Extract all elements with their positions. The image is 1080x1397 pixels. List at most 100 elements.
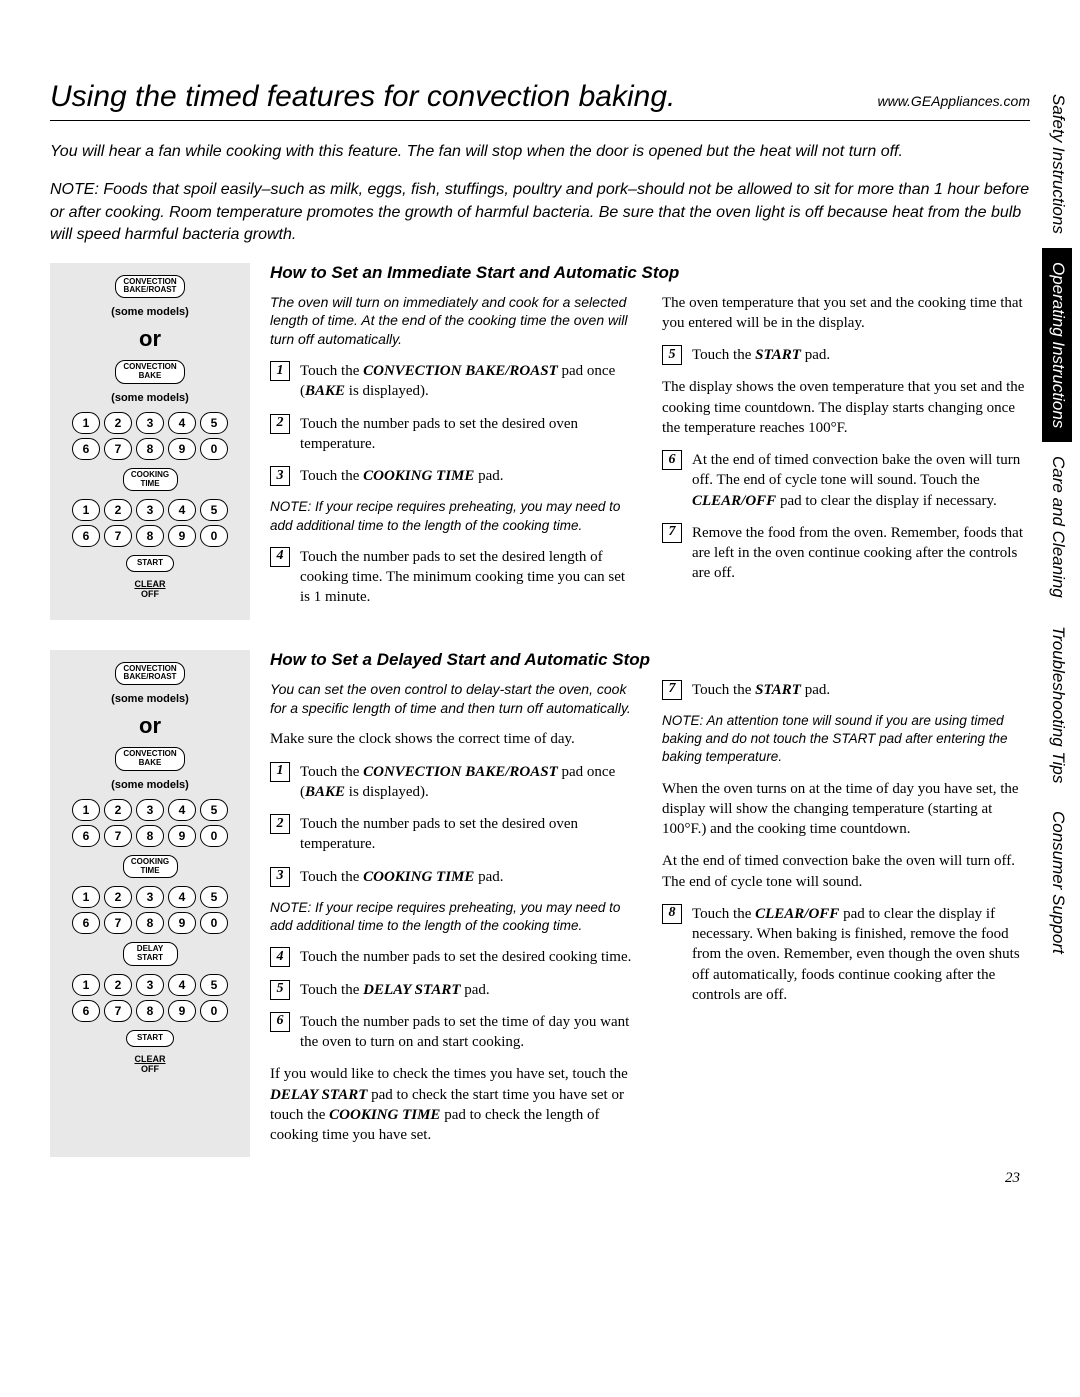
numkey: 5 bbox=[200, 799, 228, 821]
step-text: Touch the START pad. bbox=[692, 680, 1030, 700]
numkey: 6 bbox=[72, 825, 100, 847]
section2-lead: You can set the oven control to delay-st… bbox=[270, 680, 638, 718]
tab-safety[interactable]: Safety Instructions bbox=[1042, 80, 1072, 248]
section-immediate-start: CONVECTION BAKE/ROAST (some models) or C… bbox=[50, 263, 1030, 620]
numkey: 9 bbox=[168, 1000, 196, 1022]
numkey: 1 bbox=[72, 974, 100, 996]
numpad: 1 2 3 4 5 6 7 8 9 0 bbox=[72, 412, 228, 460]
numkey: 0 bbox=[200, 438, 228, 460]
numkey: 3 bbox=[136, 499, 164, 521]
numkey: 9 bbox=[168, 825, 196, 847]
para: When the oven turns on at the time of da… bbox=[662, 779, 1030, 840]
control-panel-2: CONVECTION BAKE/ROAST (some models) or C… bbox=[50, 650, 250, 1158]
numkey: 6 bbox=[72, 912, 100, 934]
step-number: 2 bbox=[270, 414, 290, 434]
step-text: Touch the CONVECTION BAKE/ROAST pad once… bbox=[300, 762, 638, 803]
numkey: 4 bbox=[168, 974, 196, 996]
para: At the end of timed convection bake the … bbox=[662, 851, 1030, 892]
numkey: 7 bbox=[104, 912, 132, 934]
note: NOTE: If your recipe requires preheating… bbox=[270, 498, 638, 534]
numkey: 1 bbox=[72, 412, 100, 434]
tab-care[interactable]: Care and Cleaning bbox=[1042, 442, 1072, 612]
numkey: 6 bbox=[72, 525, 100, 547]
numkey: 5 bbox=[200, 974, 228, 996]
tab-troubleshooting[interactable]: Troubleshooting Tips bbox=[1042, 612, 1072, 797]
some-models-label: (some models) bbox=[111, 306, 189, 318]
manual-page: Using the timed features for convection … bbox=[0, 0, 1080, 1227]
convection-bake-button: CONVECTION BAKE bbox=[115, 747, 185, 771]
numpad: 1 2 3 4 5 6 7 8 9 0 bbox=[72, 886, 228, 934]
step-text: Remove the food from the oven. Remember,… bbox=[692, 523, 1030, 584]
numkey: 8 bbox=[136, 912, 164, 934]
numkey: 3 bbox=[136, 886, 164, 908]
para: If you would like to check the times you… bbox=[270, 1064, 638, 1145]
numkey: 2 bbox=[104, 799, 132, 821]
some-models-label: (some models) bbox=[111, 779, 189, 791]
page-number: 23 bbox=[1005, 1170, 1020, 1187]
control-panel-1: CONVECTION BAKE/ROAST (some models) or C… bbox=[50, 263, 250, 620]
numkey: 5 bbox=[200, 886, 228, 908]
step-text: Touch the CLEAR/OFF pad to clear the dis… bbox=[692, 904, 1030, 1005]
tab-operating[interactable]: Operating Instructions bbox=[1042, 248, 1072, 442]
numkey: 7 bbox=[104, 525, 132, 547]
section1-right-col: The oven temperature that you set and th… bbox=[662, 293, 1030, 620]
numkey: 3 bbox=[136, 412, 164, 434]
step-text: Touch the number pads to set the time of… bbox=[300, 1012, 638, 1053]
para: Make sure the clock shows the correct ti… bbox=[270, 729, 638, 749]
numkey: 8 bbox=[136, 525, 164, 547]
numkey: 4 bbox=[168, 412, 196, 434]
or-label: or bbox=[139, 326, 161, 352]
step-text: Touch the START pad. bbox=[692, 345, 1030, 365]
delay-start-button: DELAY START bbox=[123, 942, 178, 966]
numkey: 3 bbox=[136, 799, 164, 821]
numkey: 4 bbox=[168, 799, 196, 821]
clear-off-button: CLEAR OFF bbox=[135, 1055, 166, 1075]
some-models-label: (some models) bbox=[111, 693, 189, 705]
section2-left-col: You can set the oven control to delay-st… bbox=[270, 680, 638, 1158]
step-number: 7 bbox=[662, 523, 682, 543]
numkey: 4 bbox=[168, 886, 196, 908]
step-number: 1 bbox=[270, 762, 290, 782]
numkey: 1 bbox=[72, 499, 100, 521]
title-row: Using the timed features for convection … bbox=[50, 80, 1030, 121]
section2-heading: How to Set a Delayed Start and Automatic… bbox=[270, 650, 1030, 670]
numkey: 0 bbox=[200, 912, 228, 934]
side-tabs: Safety Instructions Operating Instructio… bbox=[1042, 80, 1072, 968]
numkey: 9 bbox=[168, 912, 196, 934]
tab-support[interactable]: Consumer Support bbox=[1042, 797, 1072, 968]
numkey: 8 bbox=[136, 1000, 164, 1022]
section1-content: How to Set an Immediate Start and Automa… bbox=[270, 263, 1030, 620]
numkey: 5 bbox=[200, 412, 228, 434]
step-number: 3 bbox=[270, 867, 290, 887]
step-text: Touch the CONVECTION BAKE/ROAST pad once… bbox=[300, 361, 638, 402]
step-text: At the end of timed convection bake the … bbox=[692, 450, 1030, 511]
numkey: 7 bbox=[104, 438, 132, 460]
numkey: 2 bbox=[104, 886, 132, 908]
numkey: 9 bbox=[168, 525, 196, 547]
numkey: 7 bbox=[104, 825, 132, 847]
section2-content: How to Set a Delayed Start and Automatic… bbox=[270, 650, 1030, 1158]
numkey: 9 bbox=[168, 438, 196, 460]
section1-heading: How to Set an Immediate Start and Automa… bbox=[270, 263, 1030, 283]
numkey: 1 bbox=[72, 799, 100, 821]
numkey: 1 bbox=[72, 886, 100, 908]
numkey: 0 bbox=[200, 525, 228, 547]
section2-right-col: 7Touch the START pad. NOTE: An attention… bbox=[662, 680, 1030, 1158]
note: NOTE: If your recipe requires preheating… bbox=[270, 899, 638, 935]
section1-lead: The oven will turn on immediately and co… bbox=[270, 293, 638, 350]
some-models-label: (some models) bbox=[111, 392, 189, 404]
numkey: 2 bbox=[104, 412, 132, 434]
page-title: Using the timed features for convection … bbox=[50, 80, 675, 114]
url: www.GEAppliances.com bbox=[877, 93, 1030, 109]
step-number: 3 bbox=[270, 466, 290, 486]
numpad: 1 2 3 4 5 6 7 8 9 0 bbox=[72, 499, 228, 547]
numkey: 2 bbox=[104, 974, 132, 996]
or-label: or bbox=[139, 713, 161, 739]
numkey: 7 bbox=[104, 1000, 132, 1022]
numkey: 6 bbox=[72, 438, 100, 460]
numkey: 8 bbox=[136, 438, 164, 460]
step-text: Touch the number pads to set the desired… bbox=[300, 814, 638, 855]
step-text: Touch the COOKING TIME pad. bbox=[300, 867, 638, 887]
para: The display shows the oven temperature t… bbox=[662, 377, 1030, 438]
convection-bake-roast-button: CONVECTION BAKE/ROAST bbox=[115, 275, 185, 299]
